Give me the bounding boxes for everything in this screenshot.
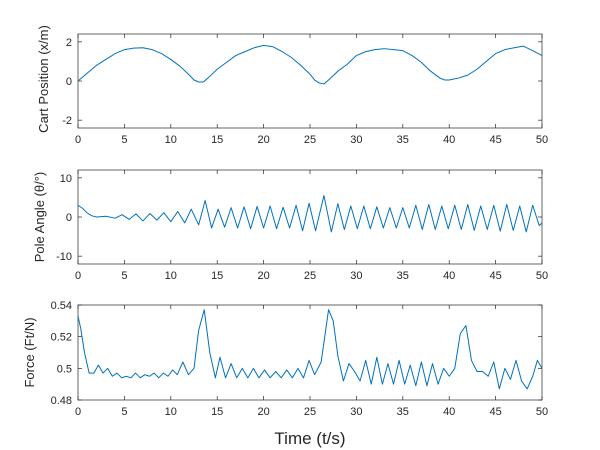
force-subplot: 0 5 10 15 20 25 30 35 40 45 50 0.48 0.5 0.52 0.54 Forc… [22, 300, 548, 448]
force-x-tick-label: 35 [397, 406, 409, 418]
pole-angle-x-tick-label: 35 [397, 270, 409, 282]
cart-position-x-tick-label: 20 [257, 134, 269, 146]
force-y-axis-label: Force (Ft/N) [22, 317, 37, 387]
cart-position-x-tick-label: 10 [165, 134, 177, 146]
cart-position-y-tick-label: 2 [66, 37, 72, 49]
pole-angle-x-tick-label: 40 [443, 270, 455, 282]
cart-position-x-tick-label: 30 [350, 134, 362, 146]
force-x-tick-label: 25 [304, 406, 316, 418]
cart-position-y-tick-label: -2 [62, 115, 72, 127]
force-y-tick-label: 0.5 [57, 363, 72, 375]
pole-angle-x-tick-label: 45 [489, 270, 501, 282]
cart-position-series-line [77, 44, 543, 85]
force-x-tick-label: 40 [443, 406, 455, 418]
cart-position-x-tick-label: 0 [75, 134, 81, 146]
force-y-tick-label: 0.48 [51, 395, 72, 407]
pole-angle-x-tick-label: 25 [304, 270, 316, 282]
pole-angle-axes-frame [77, 169, 543, 265]
force-x-tick-label: 45 [489, 406, 501, 418]
pole-angle-x-tick-label: 0 [75, 270, 81, 282]
cart-position-y-tick-label: 0 [66, 76, 72, 88]
pole-angle-x-tick-label: 10 [165, 270, 177, 282]
cart-position-subplot: 0 5 10 15 20 25 30 35 40 45 50-202 Cart Position (… [36, 25, 548, 146]
cart-position-x-tick-label: 45 [489, 134, 501, 146]
cart-position-ticks: 0 5 10 15 20 25 30 35 40 45 50-202 [62, 34, 548, 146]
pole-angle-y-tick-label: -10 [56, 251, 72, 263]
pole-angle-x-tick-label: 50 [536, 270, 548, 282]
cart-position-x-tick-label: 35 [397, 134, 409, 146]
cart-position-x-tick-label: 40 [443, 134, 455, 146]
cart-position-x-tick-label: 5 [121, 134, 127, 146]
pole-angle-x-tick-label: 20 [257, 270, 269, 282]
pole-angle-y-tick-label: 0 [66, 212, 72, 224]
force-axes-frame [77, 304, 543, 401]
time-x-axis-label: Time (t/s) [274, 429, 345, 448]
pole-angle-y-tick-label: 10 [60, 173, 72, 185]
pole-angle-x-tick-label: 30 [350, 270, 362, 282]
force-x-tick-label: 15 [211, 406, 223, 418]
pole-angle-x-tick-label: 15 [211, 270, 223, 282]
force-y-tick-label: 0.54 [51, 300, 72, 312]
pole-angle-series-line [77, 194, 543, 233]
pole-angle-y-axis-label: Pole Angle (θ/°) [32, 172, 47, 262]
pole-angle-x-tick-label: 5 [121, 270, 127, 282]
cart-position-x-tick-label: 15 [211, 134, 223, 146]
cart-position-x-tick-label: 50 [536, 134, 548, 146]
cart-position-axes-frame [77, 33, 543, 129]
force-x-tick-label: 0 [75, 406, 81, 418]
cart-position-x-tick-label: 25 [304, 134, 316, 146]
force-x-tick-label: 10 [165, 406, 177, 418]
force-series-line [77, 309, 543, 390]
force-x-tick-label: 20 [257, 406, 269, 418]
force-x-tick-label: 5 [121, 406, 127, 418]
force-y-tick-label: 0.52 [51, 332, 72, 344]
force-ticks: 0 5 10 15 20 25 30 35 40 45 50 0.48 0.5 0.52 0.54 [51, 300, 549, 418]
cart-position-y-axis-label: Cart Position (x/m) [36, 25, 51, 133]
force-x-tick-label: 30 [350, 406, 362, 418]
force-x-tick-label: 50 [536, 406, 548, 418]
